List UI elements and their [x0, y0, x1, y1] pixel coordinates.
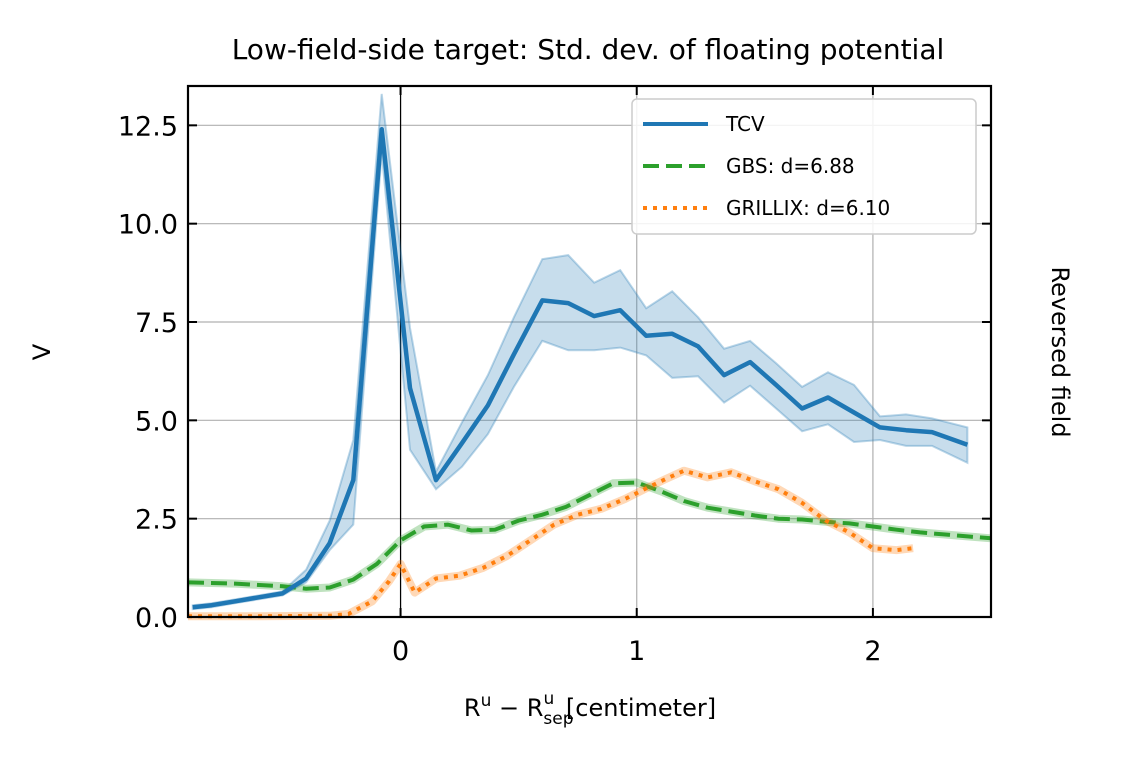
x-label-unit: [centimeter] — [558, 694, 716, 722]
tcv-band — [191, 93, 969, 611]
y-tick-label: 0.0 — [135, 603, 178, 634]
y-tick-label: 5.0 — [135, 406, 178, 437]
y-tick-label: 10.0 — [118, 210, 178, 241]
y-tick-label: 12.5 — [118, 111, 178, 142]
x-label-base: R — [464, 694, 481, 722]
legend-label-tcv: TCV — [725, 112, 765, 136]
plot-frame — [186, 84, 993, 619]
tcv-line — [192, 127, 969, 610]
gbs-line — [187, 480, 992, 591]
x-label-sup2: u — [544, 689, 555, 709]
chart-title: Low-field-side target: Std. dev. of floa… — [232, 33, 945, 66]
y-tick-labels: 0.0 2.5 5.0 7.5 10.0 12.5 — [118, 111, 178, 634]
side-label: Reversed field — [1046, 266, 1074, 437]
legend-label-grillix: GRILLIX: d=6.10 — [726, 196, 890, 220]
y-tick-label: 2.5 — [135, 505, 178, 536]
y-tick-label: 7.5 — [135, 308, 178, 339]
legend: TCV GBS: d=6.88 GRILLIX: d=6.10 — [631, 98, 977, 235]
grillix-line — [188, 468, 914, 619]
x-tick-label: 2 — [864, 636, 881, 667]
grillix-halo — [188, 466, 914, 621]
x-tick-label: 1 — [628, 636, 645, 667]
ticks — [188, 86, 991, 618]
legend-box — [631, 98, 977, 235]
x-label-sub: sep — [543, 709, 573, 729]
legend-label-gbs: GBS: d=6.88 — [726, 154, 855, 178]
x-label-sup1: u — [481, 691, 492, 711]
x-tick-labels: 0 1 2 — [392, 636, 882, 667]
x-label-minus: − R — [491, 694, 543, 722]
y-axis-label: V — [28, 343, 56, 360]
plot-area — [187, 93, 992, 621]
x-tick-label: 0 — [392, 636, 409, 667]
x-axis-label: Ru − Rsepu [centimeter] — [464, 689, 716, 729]
